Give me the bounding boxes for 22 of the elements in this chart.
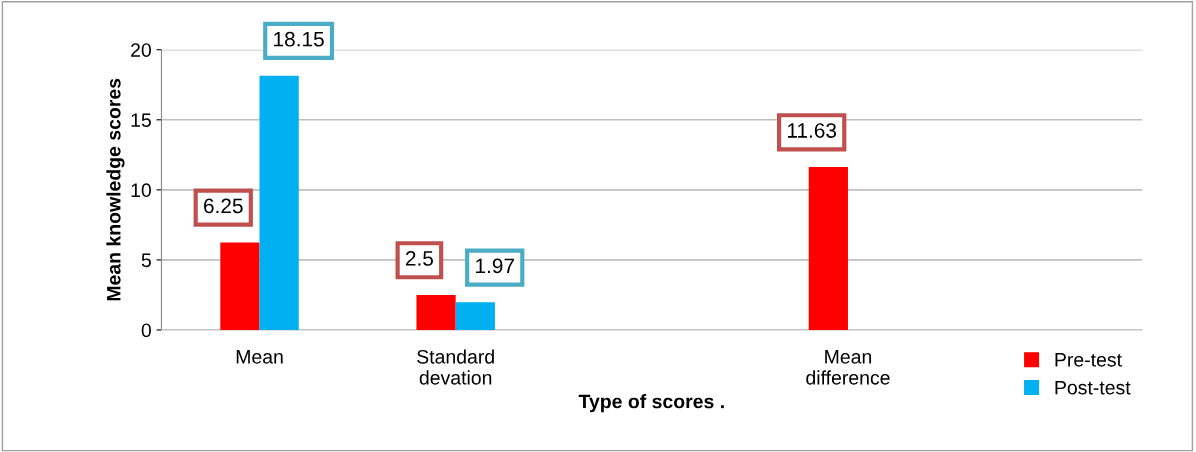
y-axis-title: Mean knowledge scores (106, 78, 125, 301)
bar (259, 75, 299, 330)
x-tick-label: Mean difference (806, 350, 890, 385)
data-label: 1.97 (476, 258, 514, 274)
x-tick-label: Mean (236, 350, 283, 364)
bar (220, 242, 260, 330)
bar (808, 167, 848, 330)
bar (455, 302, 495, 330)
y-tick-label: 10 (131, 183, 151, 198)
legend-label: Post-test (1055, 380, 1131, 395)
x-tick-label: Standard devation (417, 349, 494, 385)
x-axis-title: Type of scores . (578, 394, 724, 413)
data-label: 18.15 (274, 31, 324, 47)
y-tick-label: 0 (141, 323, 151, 338)
y-tick-label: 20 (131, 43, 151, 57)
y-tick-label: 5 (141, 253, 151, 268)
bar (416, 294, 456, 330)
legend-label: Pre-test (1055, 353, 1122, 367)
data-label: 6.25 (204, 198, 243, 214)
y-tick-label: 15 (131, 113, 151, 128)
data-label: 2.5 (405, 251, 433, 266)
data-label: 11.63 (787, 123, 837, 138)
